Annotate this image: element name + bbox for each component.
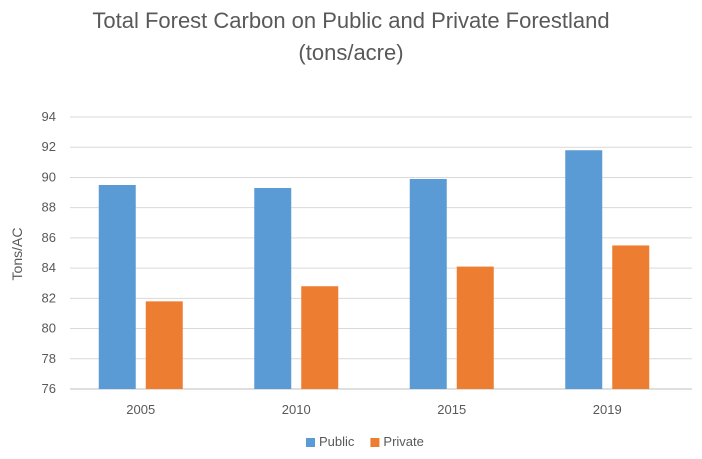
- y-axis-label: Tons/AC: [9, 228, 25, 281]
- x-tick-label: 2015: [437, 402, 466, 417]
- x-tick-label: 2010: [282, 402, 311, 417]
- legend-label-public: Public: [319, 434, 355, 449]
- legend-swatch-public: [306, 438, 315, 447]
- x-tick-label: 2005: [126, 402, 155, 417]
- bar-public-2010: [254, 188, 292, 389]
- bar-private-2005: [145, 301, 183, 389]
- bar-public-2005: [98, 185, 136, 389]
- chart-title-line-1: Total Forest Carbon on Public and Privat…: [92, 8, 610, 33]
- y-tick-label: 84: [42, 260, 56, 275]
- bar-private-2015: [456, 266, 494, 389]
- y-tick-label: 82: [42, 290, 56, 305]
- legend-label-private: Private: [383, 434, 423, 449]
- bar-public-2019: [565, 150, 603, 389]
- x-tick-label: 2019: [593, 402, 622, 417]
- y-tick-label: 90: [42, 169, 56, 184]
- y-tick-label: 92: [42, 139, 56, 154]
- y-tick-label: 78: [42, 351, 56, 366]
- y-tick-label: 80: [42, 321, 56, 336]
- y-tick-label: 88: [42, 200, 56, 215]
- chart-title-line-2: (tons/acre): [298, 40, 404, 65]
- legend-swatch-private: [370, 438, 380, 447]
- bar-private-2019: [612, 245, 650, 389]
- y-tick-label: 86: [42, 230, 56, 245]
- bar-public-2015: [409, 178, 447, 389]
- bar-private-2010: [301, 286, 339, 389]
- y-tick-label: 94: [42, 109, 56, 124]
- y-tick-label: 76: [42, 381, 56, 396]
